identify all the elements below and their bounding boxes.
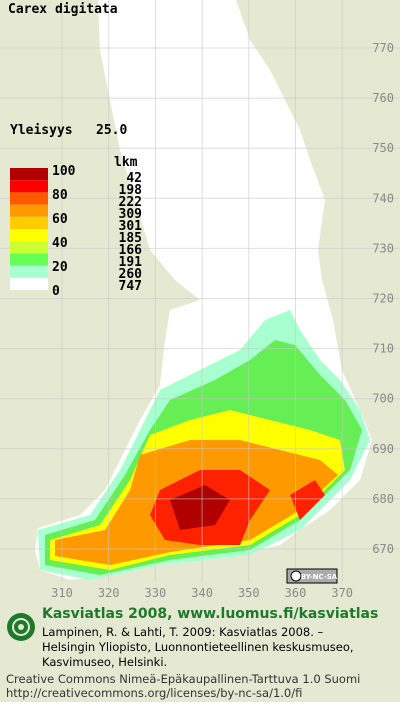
legend-swatch xyxy=(10,204,48,217)
range-darkred xyxy=(170,485,230,530)
citation-line: Helsingin Yliopisto, Luonnontieteellinen… xyxy=(42,640,354,654)
license-badge: BY-NC-SA xyxy=(286,568,338,584)
legend-swatch xyxy=(10,241,48,254)
legend-percent: 60 xyxy=(52,212,68,227)
legend-swatch xyxy=(10,265,48,278)
y-grid-label: 760 xyxy=(372,91,394,105)
y-grid-label: 770 xyxy=(372,41,394,55)
citation-line: Kasvimuseo, Helsinki. xyxy=(42,655,167,669)
grid: 770 760 750 740 730 720 710 700 690 680 670 310 320 3… xyxy=(0,0,400,600)
y-grid-label: 740 xyxy=(372,191,394,205)
logo xyxy=(7,613,35,641)
species-title: Carex digitata xyxy=(8,2,118,17)
legend-count: 222 xyxy=(119,195,142,210)
range-red-east xyxy=(290,480,325,520)
x-grid-label: 360 xyxy=(285,586,307,600)
legend-count: 191 xyxy=(119,255,143,270)
legend-count: 747 xyxy=(119,279,142,294)
legend-swatch xyxy=(10,192,48,205)
legend-swatch xyxy=(10,229,48,242)
footer-heading: Kasviatlas 2008, www.luomus.fi/kasviatla… xyxy=(42,606,378,622)
y-grid-label: 670 xyxy=(372,542,394,556)
x-grid-label: 320 xyxy=(98,586,120,600)
y-grid-label: 730 xyxy=(372,241,394,255)
legend-percent: 0 xyxy=(52,284,60,299)
legend-count: 260 xyxy=(119,267,143,282)
citation-line: Lampinen, R. & Lahti, T. 2009: Kasviatla… xyxy=(42,625,324,639)
citation: Lampinen, R. & Lahti, T. 2009: Kasviatla… xyxy=(42,625,354,669)
legend-count: 301 xyxy=(119,219,143,234)
x-grid-label: 370 xyxy=(331,586,353,600)
legend-count: 309 xyxy=(119,207,142,222)
badge-text: BY-NC-SA xyxy=(301,573,338,581)
legend-percent: 40 xyxy=(52,236,68,251)
legend-swatch xyxy=(10,253,48,266)
license-url: http://creativecommons.org/licenses/by-n… xyxy=(6,686,302,700)
legend-count: 166 xyxy=(119,243,143,258)
legend-count: 198 xyxy=(119,183,143,198)
x-grid-label: 340 xyxy=(191,586,213,600)
legend-swatch xyxy=(10,168,48,181)
legend-swatch xyxy=(10,277,48,290)
y-grid-label: 680 xyxy=(372,492,394,506)
legend-percent: 20 xyxy=(52,260,68,275)
y-grid-label: 750 xyxy=(372,141,394,155)
legend-swatch xyxy=(10,180,48,193)
legend-percent: 100 xyxy=(52,164,76,179)
x-grid-label: 310 xyxy=(51,586,73,600)
legend-percent: 80 xyxy=(52,188,68,203)
y-grid-label: 700 xyxy=(372,392,394,406)
license-text: Creative Commons Nimeä-Epäkaupallinen-Ta… xyxy=(6,672,360,686)
legend-swatch xyxy=(10,216,48,229)
x-grid-label: 330 xyxy=(145,586,167,600)
legend-count: 185 xyxy=(119,231,142,246)
x-grid-label: 350 xyxy=(238,586,260,600)
frequency-label: Yleisyys xyxy=(10,123,73,138)
legend-count: 42 xyxy=(126,171,142,186)
y-grid-label: 720 xyxy=(372,292,394,306)
y-grid-label: 710 xyxy=(372,342,394,356)
count-header: lkm xyxy=(114,155,138,170)
frequency-value: 25.0 xyxy=(96,123,127,138)
y-grid-label: 690 xyxy=(372,442,394,456)
